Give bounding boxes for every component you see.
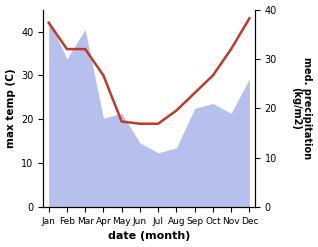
Y-axis label: max temp (C): max temp (C)	[5, 69, 16, 148]
X-axis label: date (month): date (month)	[108, 231, 190, 242]
Y-axis label: med. precipitation
(kg/m2): med. precipitation (kg/m2)	[291, 57, 313, 159]
